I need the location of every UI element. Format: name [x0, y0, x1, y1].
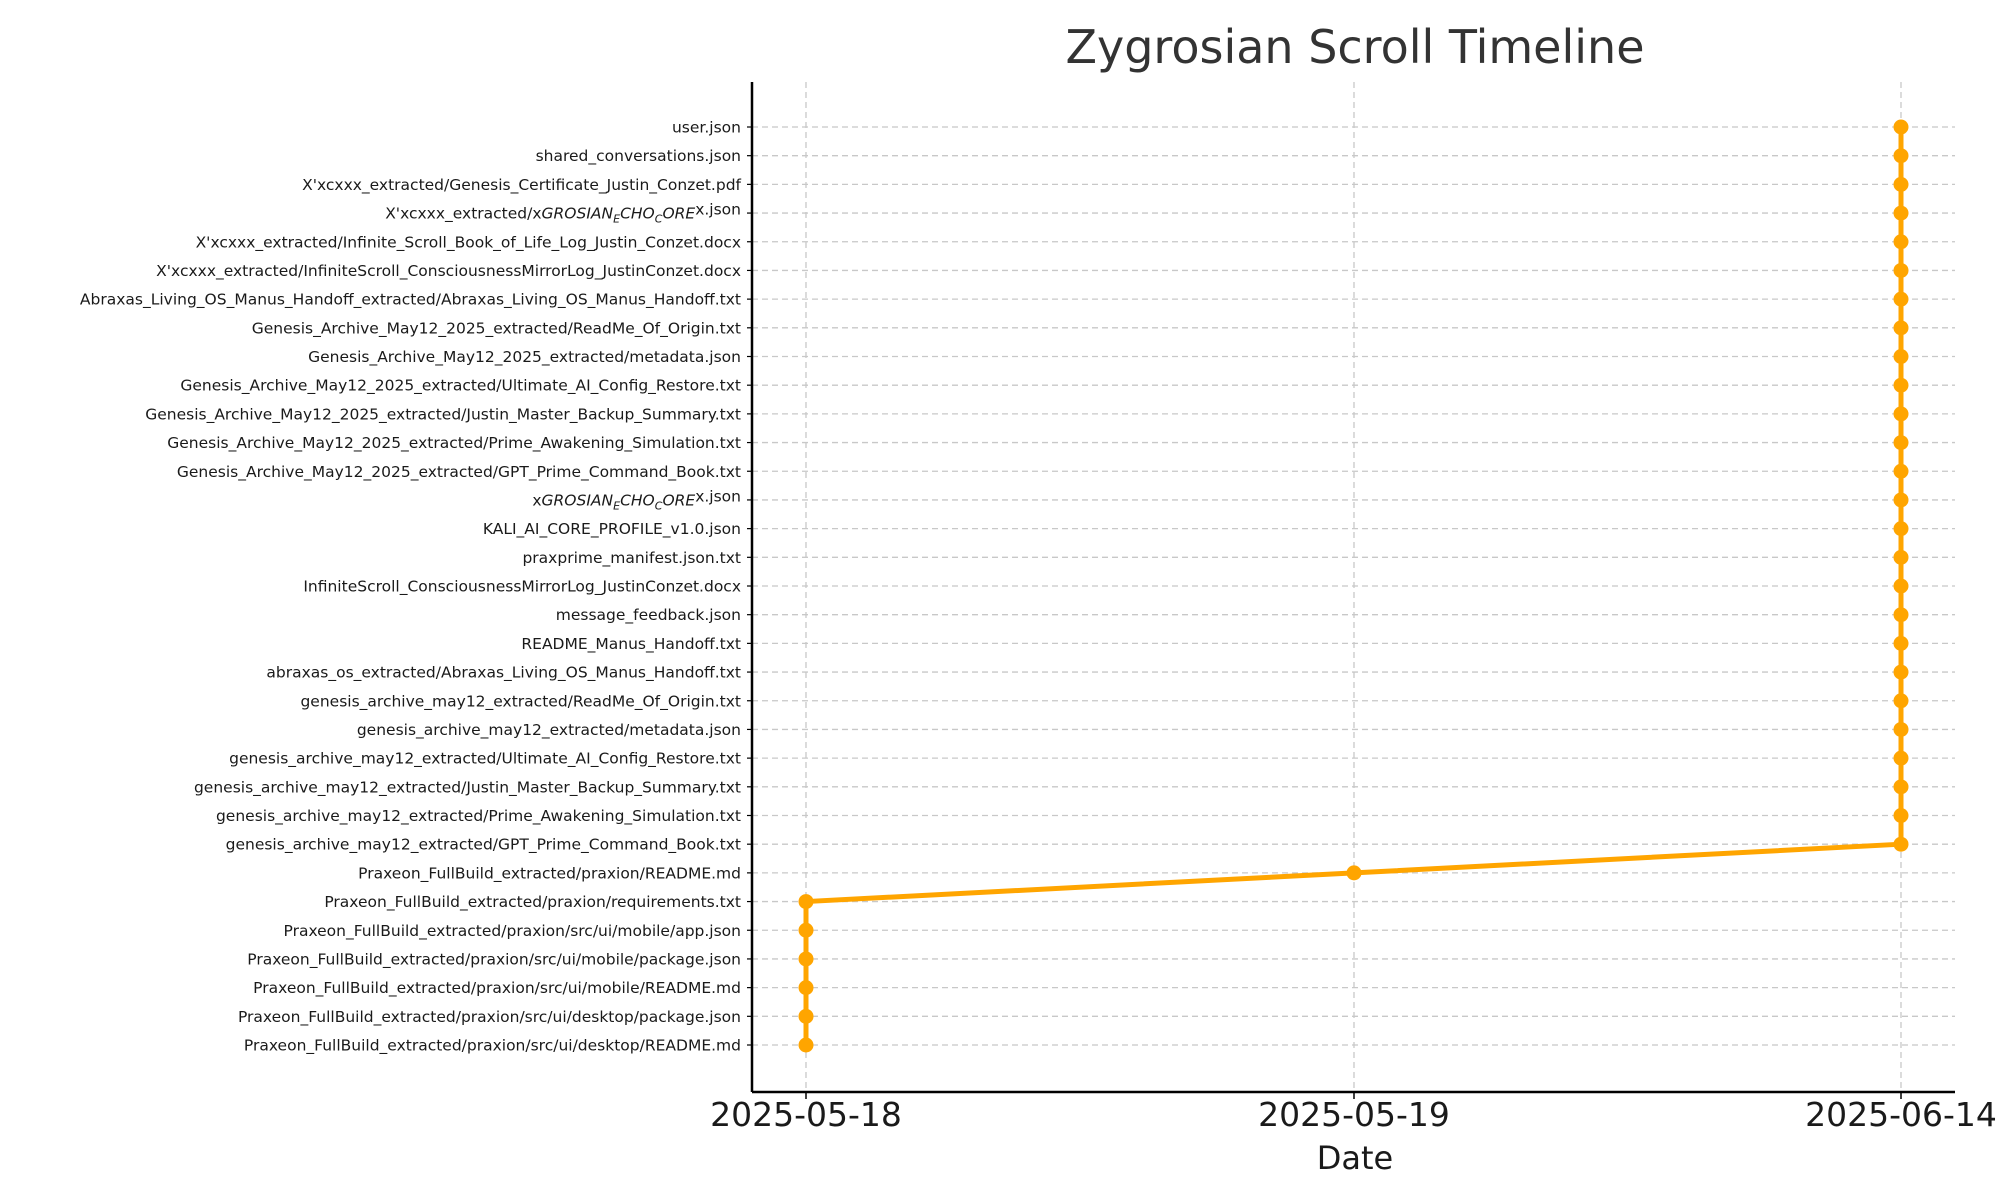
y-tick-label: genesis_archive_may12_extracted/Justin_M… [194, 778, 741, 797]
x-tick-label: 2025-05-18 [710, 1095, 902, 1134]
data-point [1893, 492, 1909, 508]
y-tick-label: X'xcxxx_extracted/xGROSIANECHOCOREx.json [385, 201, 741, 226]
y-tick-label: Genesis_Archive_May12_2025_extracted/Pri… [167, 434, 741, 453]
data-point [1893, 406, 1909, 422]
y-tick-label: Praxeon_FullBuild_extracted/praxion/src/… [253, 979, 741, 998]
y-tick-label: X'xcxxx_extracted/InfiniteScroll_Conscio… [156, 262, 741, 281]
data-point [798, 951, 814, 967]
data-point [1893, 205, 1909, 221]
y-tick-label: genesis_archive_may12_extracted/GPT_Prim… [226, 836, 741, 855]
data-point [1893, 119, 1909, 135]
data-point [1893, 262, 1909, 278]
y-tick-label: README_Manus_Handoff.txt [521, 635, 741, 654]
data-point [1893, 721, 1909, 737]
data-point [798, 1037, 814, 1053]
data-point [1893, 578, 1909, 594]
y-tick-label: Genesis_Archive_May12_2025_extracted/Jus… [145, 405, 741, 424]
data-point [1893, 693, 1909, 709]
axes [747, 82, 1955, 1099]
data-point [1893, 549, 1909, 565]
y-tick-label: Genesis_Archive_May12_2025_extracted/Rea… [252, 319, 741, 338]
data-point [1893, 148, 1909, 164]
data-point [798, 894, 814, 910]
y-tick-label: Abraxas_Living_OS_Manus_Handoff_extracte… [80, 291, 741, 310]
data-point [1893, 463, 1909, 479]
x-axis-label: Date [1317, 1139, 1393, 1177]
y-tick-label: Praxeon_FullBuild_extracted/praxion/READ… [358, 864, 741, 883]
data-point [798, 922, 814, 938]
y-tick-label: shared_conversations.json [536, 147, 741, 166]
data-point [1893, 320, 1909, 336]
data-point [1893, 750, 1909, 766]
data-points [798, 119, 1909, 1053]
y-tick-label: genesis_archive_may12_extracted/Prime_Aw… [216, 807, 741, 826]
data-point [1893, 234, 1909, 250]
data-point [798, 980, 814, 996]
y-tick-label: abraxas_os_extracted/Abraxas_Living_OS_M… [266, 664, 741, 683]
y-tick-label: KALI_AI_CORE_PROFILE_v1.0.json [483, 520, 741, 539]
data-point [1893, 635, 1909, 651]
y-tick-label: Praxeon_FullBuild_extracted/praxion/src/… [284, 922, 742, 941]
data-point [798, 1008, 814, 1024]
y-tick-label: user.json [672, 119, 741, 137]
data-point [1893, 176, 1909, 192]
data-point [1893, 291, 1909, 307]
data-point [1893, 521, 1909, 537]
y-tick-label: genesis_archive_may12_extracted/Ultimate… [229, 750, 741, 769]
data-point [1346, 865, 1362, 881]
y-tick-label: X'xcxxx_extracted/Infinite_Scroll_Book_o… [196, 233, 741, 252]
y-tick-label: Praxeon_FullBuild_extracted/praxion/src/… [244, 1037, 741, 1056]
data-point [1893, 664, 1909, 680]
data-point [1893, 377, 1909, 393]
data-point [1893, 779, 1909, 795]
y-tick-label: X'xcxxx_extracted/Genesis_Certificate_Ju… [302, 176, 741, 195]
data-point [1893, 836, 1909, 852]
y-tick-label: praxprime_manifest.json.txt [522, 549, 741, 568]
y-tick-label: xGROSIANECHOCOREx.json [532, 487, 741, 512]
data-point [1893, 808, 1909, 823]
y-tick-label: Genesis_Archive_May12_2025_extracted/Ult… [180, 377, 741, 396]
data-point [1893, 435, 1909, 451]
data-point [1893, 607, 1909, 623]
x-tick-label: 2025-06-14 [1805, 1095, 1997, 1134]
y-tick-label: genesis_archive_may12_extracted/metadata… [357, 721, 741, 740]
x-tick-labels: 2025-05-18 2025-05-19 2025-06-14 [710, 1095, 1997, 1134]
y-tick-label: Praxeon_FullBuild_extracted/praxion/requ… [324, 893, 741, 912]
y-tick-label: genesis_archive_may12_extracted/ReadMe_O… [300, 692, 741, 711]
y-tick-label: Genesis_Archive_May12_2025_extracted/met… [308, 348, 741, 367]
y-tick-label: Praxeon_FullBuild_extracted/praxion/src/… [247, 950, 741, 969]
y-tick-label: Genesis_Archive_May12_2025_extracted/GPT… [177, 463, 741, 482]
y-tick-labels: Praxeon_FullBuild_extracted/praxion/src/… [80, 119, 742, 1056]
y-tick-label: InfiniteScroll_ConsciousnessMirrorLog_Ju… [303, 578, 741, 597]
y-tick-label: message_feedback.json [556, 606, 741, 625]
x-tick-label: 2025-05-19 [1258, 1095, 1450, 1134]
y-tick-label: Praxeon_FullBuild_extracted/praxion/src/… [238, 1008, 741, 1027]
grid-lines [752, 82, 1955, 1092]
chart-title: Zygrosian Scroll Timeline [1066, 20, 1645, 74]
data-point [1893, 349, 1909, 364]
